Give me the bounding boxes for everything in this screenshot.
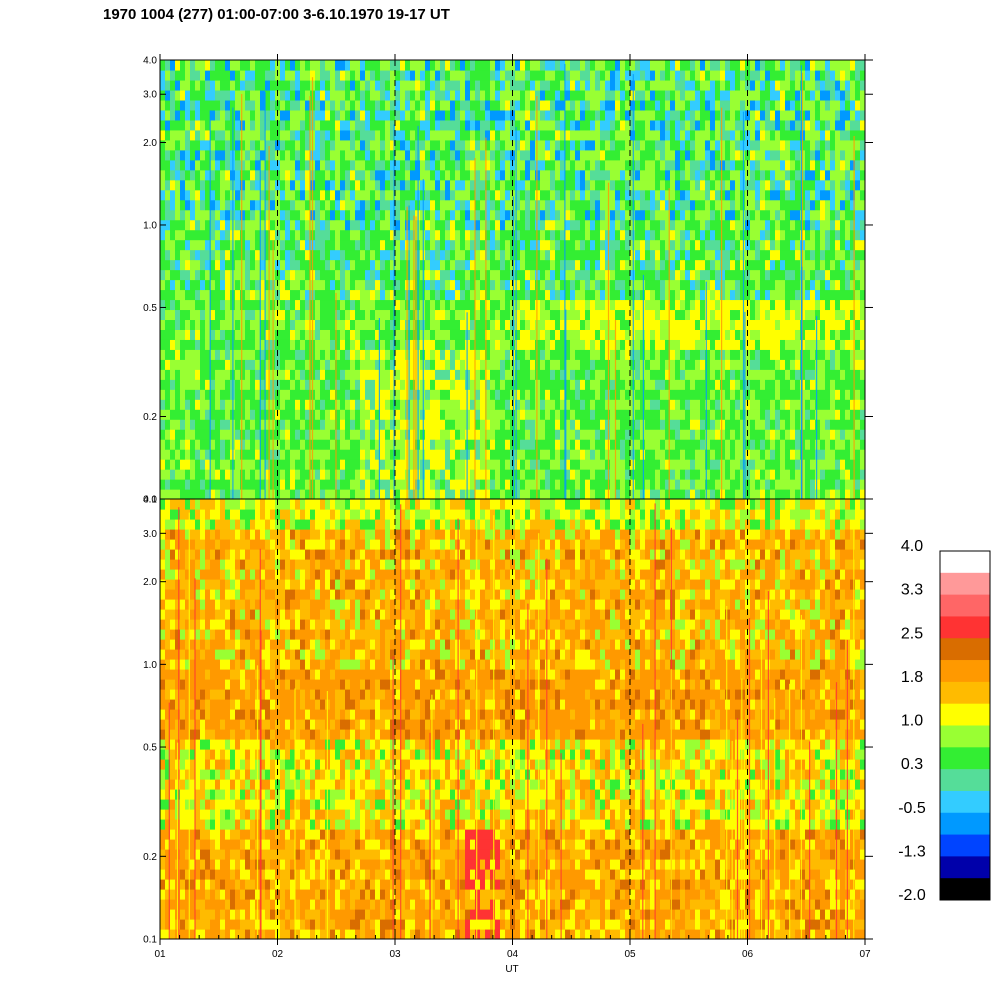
colorbar-swatch (940, 834, 990, 857)
y-tick-label: 0.2 (143, 852, 157, 863)
y-tick-label: 4.0 (143, 56, 157, 67)
colorbar-label: 4.0 (901, 538, 923, 555)
x-tick-label: 07 (859, 949, 871, 960)
colorbar-label: -0.5 (898, 800, 926, 817)
x-tick-label: 06 (742, 949, 754, 960)
colorbar-swatch (940, 878, 990, 901)
colorbar-swatch (940, 594, 990, 617)
upper-spectrogram-panel (160, 60, 865, 499)
colorbar-swatch (940, 725, 990, 748)
x-tick-label: 05 (624, 949, 636, 960)
colorbar-swatch (940, 660, 990, 683)
colorbar-swatch (940, 681, 990, 705)
y-tick-label: 1.0 (143, 660, 157, 671)
y-tick-label: 0.1 (143, 935, 157, 946)
y-tick-label: 1.0 (143, 221, 157, 232)
colorbar-swatch (940, 551, 990, 574)
colorbar-swatch (940, 703, 990, 726)
y-tick-label: 0.5 (143, 743, 157, 754)
colorbar-swatch (940, 769, 990, 792)
colorbar-swatch (940, 790, 990, 814)
colorbar-swatch (940, 616, 990, 639)
y-tick-label: 2.0 (143, 138, 157, 149)
colorbar-swatch (940, 747, 990, 770)
y-tick-label: 2.0 (143, 577, 157, 588)
axes: 0.10.20.51.02.03.04.00.10.20.51.02.03.04… (143, 54, 873, 960)
colorbar-label: 1.0 (901, 713, 923, 730)
colorbar: 4.0 3.3 2.5 1.8 1.0 0.3 -0.5 -1.3 -2.0 (898, 538, 991, 904)
colorbar-swatch (940, 572, 990, 596)
colorbar-label: 2.5 (901, 625, 923, 642)
colorbar-label: -2.0 (898, 887, 926, 904)
colorbar-label: 0.3 (901, 756, 923, 773)
colorbar-label: -1.3 (898, 843, 926, 860)
x-tick-label: 04 (507, 949, 519, 960)
y-tick-label: 0.5 (143, 303, 157, 314)
y-tick-label: 4.0 (143, 495, 157, 506)
x-axis-label: UT (505, 964, 518, 975)
x-tick-label: 01 (154, 949, 166, 960)
colorbar-swatch (940, 812, 990, 835)
colorbar-label: 1.8 (901, 669, 923, 686)
colorbar-label: 3.3 (901, 582, 923, 599)
x-tick-label: 03 (389, 949, 401, 960)
y-tick-label: 3.0 (143, 90, 157, 101)
x-tick-label: 02 (272, 949, 284, 960)
y-tick-label: 3.0 (143, 529, 157, 540)
y-tick-label: 0.2 (143, 412, 157, 423)
chart-title: 1970 1004 (277) 01:00-07:00 3-6.10.1970 … (103, 6, 450, 23)
lower-spectrogram-panel (160, 499, 865, 939)
y-tick-label: 0.1 (143, 495, 157, 506)
colorbar-swatch (940, 856, 990, 879)
colorbar-swatch (940, 638, 990, 661)
